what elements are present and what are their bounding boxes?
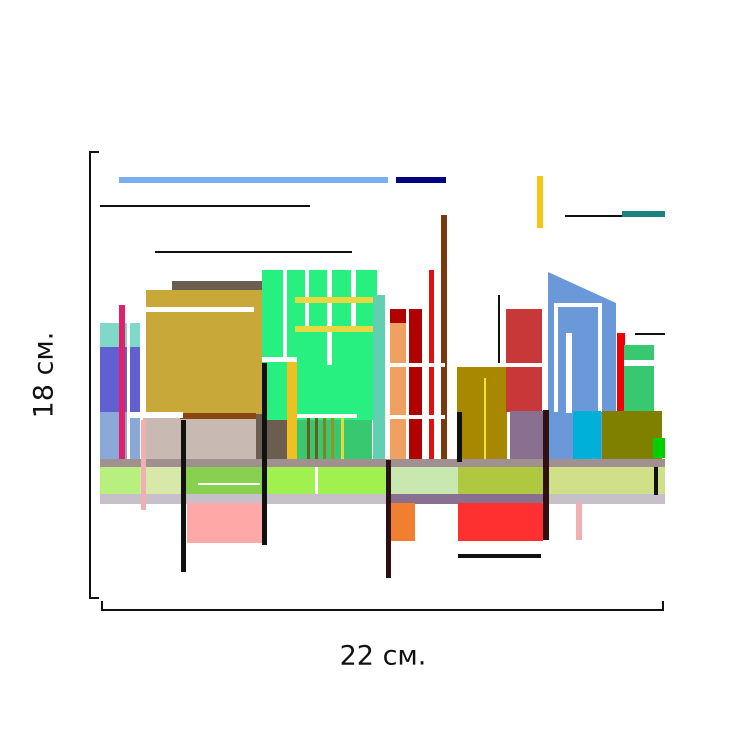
stroke <box>297 414 357 418</box>
stroke <box>386 460 391 578</box>
stroke <box>198 483 260 485</box>
height-bracket <box>89 151 99 599</box>
block <box>573 411 601 460</box>
band <box>140 467 185 495</box>
stroke <box>180 413 256 419</box>
band <box>100 494 665 504</box>
stroke <box>287 362 297 460</box>
stroke <box>331 418 334 460</box>
width-label: 22 см. <box>340 641 427 672</box>
band <box>390 494 545 504</box>
block <box>262 270 377 420</box>
width-bracket <box>101 601 664 611</box>
stroke <box>141 420 146 510</box>
height-label: 18 см. <box>29 332 60 419</box>
stroke <box>295 297 373 303</box>
stroke <box>262 363 267 545</box>
block <box>390 503 415 541</box>
stroke <box>262 357 297 362</box>
stroke <box>283 270 287 360</box>
block <box>390 323 406 460</box>
block <box>457 367 507 460</box>
block <box>373 295 385 460</box>
band <box>185 467 265 495</box>
stroke <box>635 333 665 335</box>
band <box>548 467 665 495</box>
stroke <box>127 320 130 460</box>
stroke <box>484 378 486 493</box>
stroke <box>155 251 352 253</box>
block <box>187 503 262 543</box>
band <box>265 467 390 495</box>
stroke <box>390 415 445 419</box>
dimension-brackets <box>89 151 664 611</box>
stroke <box>617 333 625 413</box>
block <box>510 411 545 460</box>
block <box>653 438 665 458</box>
stroke <box>100 205 310 207</box>
stroke <box>624 360 654 366</box>
stroke <box>554 303 602 412</box>
stroke <box>441 215 447 460</box>
band <box>100 459 665 467</box>
band <box>390 467 458 495</box>
stroke <box>622 211 665 217</box>
stroke <box>323 418 326 460</box>
stroke <box>506 363 546 367</box>
stroke <box>128 412 183 418</box>
band <box>100 467 140 495</box>
block <box>602 411 662 460</box>
stroke <box>315 418 318 460</box>
stroke <box>327 270 332 365</box>
stroke <box>119 305 125 460</box>
stroke <box>406 309 409 460</box>
band <box>458 467 548 495</box>
stroke <box>146 307 254 312</box>
stroke <box>498 295 500 363</box>
stroke <box>341 418 344 460</box>
stroke <box>565 215 623 217</box>
block <box>143 415 256 460</box>
artwork <box>100 176 665 578</box>
stroke <box>181 420 186 572</box>
stroke <box>390 363 445 367</box>
stroke <box>566 333 572 413</box>
stroke <box>396 177 446 183</box>
stroke <box>119 177 388 183</box>
block <box>506 309 542 412</box>
stroke <box>457 412 462 462</box>
stroke <box>537 176 543 228</box>
stroke <box>458 554 541 558</box>
stroke <box>543 410 549 540</box>
block <box>624 345 654 412</box>
stroke <box>315 467 318 495</box>
stroke <box>576 503 582 540</box>
block <box>458 503 543 541</box>
stroke <box>307 418 310 460</box>
stroke <box>295 326 373 332</box>
stroke <box>654 467 658 495</box>
